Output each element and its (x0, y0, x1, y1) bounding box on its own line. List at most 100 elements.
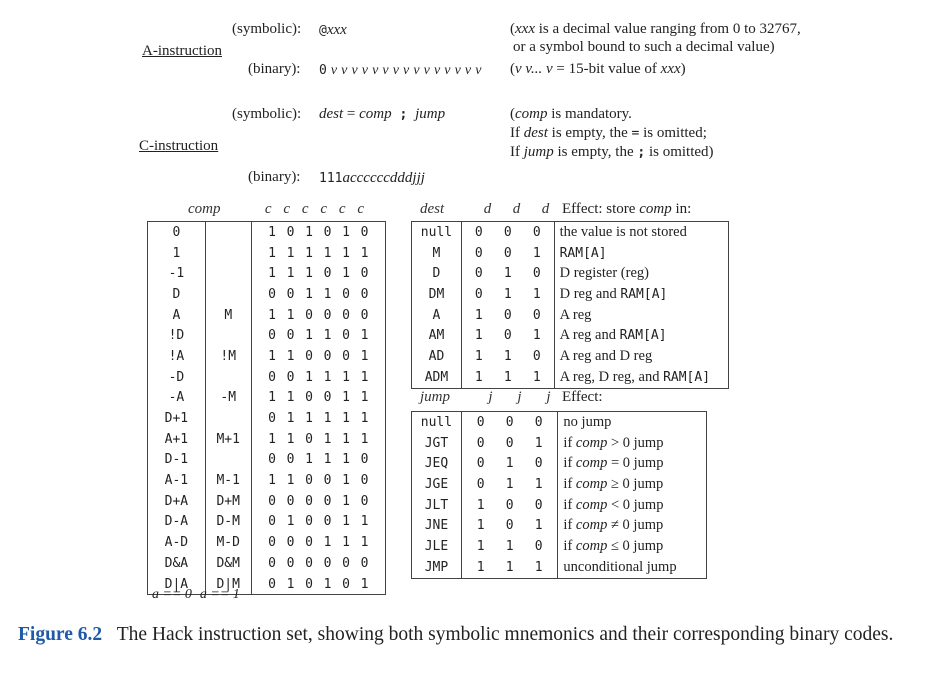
effect-part: ≠ 0 jump (607, 517, 664, 534)
c-binary-label: (binary): (248, 169, 301, 185)
bit: 1 (342, 514, 350, 530)
comp-a0: 0 (147, 221, 206, 243)
effect-part: ≤ 0 jump (607, 537, 664, 554)
bit: 1 (360, 328, 369, 344)
comp-a0: 1 (147, 242, 206, 264)
comp-row: -D 0 0 1 1 1 1 (147, 366, 386, 388)
dest-bits: 0 1 0 (461, 263, 555, 285)
effect-part: if (563, 496, 576, 513)
dest-bits: 1 1 0 (461, 346, 555, 367)
comp-a0: -D (147, 366, 206, 388)
jump-bits: 0 1 0 (461, 453, 559, 475)
dest-bits: 1 0 0 (461, 304, 555, 326)
jump-effect: if comp ≥ 0 jump (558, 474, 707, 495)
bit: 0 (305, 576, 313, 592)
bit: 1 (342, 245, 350, 261)
bit: 1 (360, 514, 369, 530)
bit: 1 (503, 266, 512, 282)
comp-row: -A -M 1 1 0 0 1 1 (147, 387, 386, 409)
bit: 0 (286, 452, 295, 468)
bit: 1 (360, 535, 369, 551)
dest-effect: A reg and RAM[A] (554, 325, 728, 346)
bit: 0 (342, 286, 350, 302)
a-binary-label: (binary): (248, 61, 301, 77)
c-note-3: If jump is empty, the ; is omitted) (510, 144, 714, 161)
bit: 1 (286, 514, 295, 530)
bit: 1 (474, 369, 483, 385)
bit: 0 (503, 245, 512, 261)
jump-bits: 1 0 0 (461, 494, 559, 516)
bit: 1 (286, 390, 295, 406)
bit: 1 (342, 431, 350, 447)
comp-a0: A-1 (147, 470, 206, 491)
bit: 0 (360, 307, 369, 323)
bit: 1 (503, 286, 512, 302)
dest-bits: 0 1 1 (461, 284, 555, 305)
jump-effect: if comp < 0 jump (558, 495, 707, 516)
bit: 0 (286, 555, 295, 571)
comp-row: A-D M-D 0 0 0 1 1 1 (147, 532, 386, 553)
bit-header: c (357, 201, 365, 217)
bit-header: c (320, 201, 328, 217)
bit: 1 (505, 559, 514, 575)
bit: 0 (474, 224, 483, 240)
bit: 1 (534, 435, 543, 451)
comp-a0: D+A (147, 490, 206, 512)
bit: 1 (360, 411, 369, 427)
bit: 0 (532, 348, 541, 364)
a-symbolic-note-1: (xxx is a decimal value ranging from 0 t… (510, 21, 801, 38)
bit: 0 (342, 348, 350, 364)
v-bits: v v v v v v v v v v v v v v v (330, 63, 482, 78)
comp-header: comp (188, 201, 221, 217)
jump-table: null 0 0 0 no jump JGT 0 0 1 if comp > 0 jump JEQ 0… (411, 411, 707, 579)
xxx-var: xxx (326, 22, 347, 38)
comp-a1: D&M (205, 553, 252, 574)
c-instruction-label: C-instruction (139, 138, 219, 154)
bit: 1 (286, 473, 295, 489)
comp-a0: D|A (147, 573, 206, 595)
effect-part: unconditional jump (563, 558, 677, 575)
bit: 1 (360, 431, 369, 447)
jump-mnemonic: null (411, 411, 462, 433)
bit: 0 (360, 224, 369, 240)
jump-mnemonic: JMP (411, 556, 462, 578)
effect-part: if (563, 517, 576, 534)
a-symbolic-label: (symbolic): (232, 21, 302, 37)
comp-row: D-1 0 0 1 1 1 0 (147, 449, 386, 471)
bit: 1 (305, 224, 313, 240)
dest-mnemonic: A (411, 304, 462, 326)
dest-effect-header: Effect: store comp in: (562, 201, 691, 218)
bit: 1 (268, 348, 276, 364)
note-var: jump (523, 144, 554, 160)
bit: 0 (534, 538, 543, 554)
note-paren: ( (510, 106, 515, 122)
bit: 0 (286, 328, 295, 344)
bit: 0 (305, 493, 313, 509)
bit: 1 (342, 411, 350, 427)
effect-part: D register (reg) (559, 265, 649, 282)
dest-effect: the value is not stored (554, 222, 728, 243)
bit: 1 (323, 535, 332, 551)
jump-effect: if comp ≠ 0 jump (558, 515, 707, 536)
a-zero-bit: 0 (319, 63, 327, 78)
bit: 0 (305, 348, 313, 364)
jump-mnemonic: JNE (411, 515, 462, 537)
comp-a1 (205, 263, 252, 285)
effect-part: comp (575, 537, 608, 554)
effect-var: comp (639, 201, 672, 217)
comp-a1 (205, 325, 252, 347)
note-paren: ) (680, 61, 686, 77)
comp-a0: D+1 (147, 408, 206, 429)
bit: 0 (505, 414, 514, 430)
dest-table: null 0 0 0 the value is not stored M 0 0 1 RAM[A]… (411, 221, 729, 389)
